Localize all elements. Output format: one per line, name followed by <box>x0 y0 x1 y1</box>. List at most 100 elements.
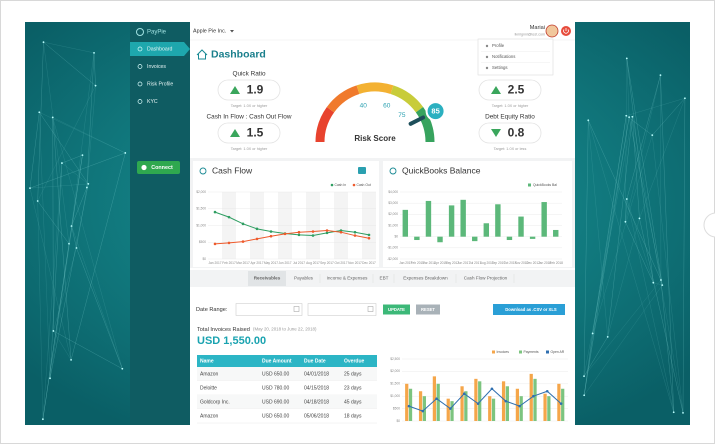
net-line <box>71 226 123 369</box>
series-point <box>283 232 287 236</box>
net-node <box>661 284 664 286</box>
net-line <box>628 117 663 286</box>
table-cell: 25 days <box>344 372 362 378</box>
nav-icon <box>137 81 143 87</box>
tab[interactable]: Expenses Breakdown <box>403 276 448 281</box>
series-line <box>408 388 562 412</box>
y-tick-label: $0 <box>396 419 400 423</box>
bar <box>425 200 432 237</box>
table-cell: Amazon <box>200 372 219 378</box>
kpi-trend <box>491 86 501 94</box>
x-tick-label: May 2017 <box>264 261 278 265</box>
dropdown-item[interactable]: Profile <box>492 43 505 48</box>
avatar[interactable] <box>545 24 559 38</box>
dropdown-item[interactable]: Notifications <box>492 54 515 59</box>
summary-total: USD 1,550.00 <box>197 335 266 347</box>
net-line <box>607 116 633 337</box>
logo: PayPie <box>147 30 167 36</box>
x-tick-label: Nov 2017 <box>348 261 362 265</box>
net-line <box>625 221 654 283</box>
net-line <box>632 116 684 413</box>
date-input[interactable] <box>235 303 303 316</box>
net-line <box>625 75 661 222</box>
y-tick-label: $2,000 <box>388 212 398 216</box>
dropdown-item[interactable]: Settings <box>492 65 508 70</box>
y-tick-label: -$2,000 <box>387 257 398 261</box>
kpi-trend <box>230 86 240 94</box>
y-tick-label: $1,000 <box>390 394 400 398</box>
legend-label: Invoices <box>497 350 510 354</box>
net-node <box>625 114 628 117</box>
net-line <box>29 188 72 360</box>
net-line <box>639 218 684 413</box>
table-cell: USD 650.00 <box>262 372 289 378</box>
quickbooks-panel <box>383 161 572 267</box>
net-node <box>52 330 55 332</box>
x-tick-label: May 2017 <box>445 261 459 265</box>
update-button[interactable] <box>383 304 410 315</box>
dropdown-icon <box>485 55 489 59</box>
carousel-arrow[interactable] <box>703 212 715 238</box>
tab[interactable]: Payables <box>294 276 314 281</box>
reset-button[interactable] <box>416 304 440 315</box>
net-line <box>42 243 70 420</box>
table-cell: USD 690.00 <box>262 400 289 406</box>
nav-item[interactable]: Dashboard <box>147 46 172 52</box>
app-window: PayPie Dashboard Invoices Risk Profile KYC Co… <box>130 22 575 425</box>
tab[interactable]: EBT <box>380 276 389 281</box>
connect-button[interactable] <box>137 161 180 174</box>
nav-icon <box>137 64 143 69</box>
kpi-value: 0.8 <box>508 126 525 140</box>
net-line <box>583 333 593 396</box>
bar <box>529 236 536 239</box>
bar <box>519 396 523 421</box>
net-line <box>86 85 96 188</box>
gauge-arc <box>315 107 335 143</box>
net-line <box>70 152 126 360</box>
kpi-pill <box>217 122 281 144</box>
table-cell: Goldcorp Inc. <box>200 400 230 406</box>
chart-toggle[interactable] <box>358 167 366 174</box>
bar <box>501 381 506 421</box>
nav-item[interactable]: Invoices <box>147 64 166 70</box>
bar <box>533 378 537 421</box>
net-node <box>124 152 127 154</box>
bar <box>414 236 420 241</box>
net-line <box>626 115 653 136</box>
net-node <box>624 220 627 223</box>
gauge-tick: 75 <box>398 112 406 119</box>
net-node <box>61 162 63 164</box>
series-point <box>353 230 357 234</box>
series-line <box>214 211 370 237</box>
net-node <box>68 242 70 245</box>
nav-item[interactable]: Risk Profile <box>147 81 173 87</box>
net-node <box>672 411 675 414</box>
tab[interactable]: Cash Flow Projection <box>464 276 508 281</box>
nav-item[interactable]: KYC <box>147 99 158 105</box>
tab[interactable]: Income & Expenses <box>327 276 369 281</box>
net-node <box>87 182 90 185</box>
tab[interactable]: Receivables <box>254 276 281 281</box>
download-button[interactable] <box>493 304 565 315</box>
bar <box>472 236 478 242</box>
net-line <box>53 330 123 369</box>
power-glyph <box>563 28 569 34</box>
net-line <box>37 85 96 202</box>
table-header <box>197 355 377 367</box>
bar <box>405 383 409 421</box>
kpi-value: 2.5 <box>508 83 525 97</box>
net-line <box>37 201 44 420</box>
net-line <box>39 112 51 379</box>
bar <box>422 396 426 421</box>
company[interactable]: Apple Pie Inc. <box>193 28 226 34</box>
bar <box>488 396 492 421</box>
net-node <box>625 198 628 200</box>
user-email: lkmlgnnl@test.com <box>515 32 545 36</box>
bar <box>436 383 440 421</box>
date-input[interactable] <box>307 303 377 316</box>
x-tick-label: Sep 2017 <box>492 261 506 265</box>
column-header: Overdue <box>344 359 365 365</box>
net-node <box>70 358 72 361</box>
column-header: Name <box>200 359 214 365</box>
gauge-arc <box>356 82 394 95</box>
